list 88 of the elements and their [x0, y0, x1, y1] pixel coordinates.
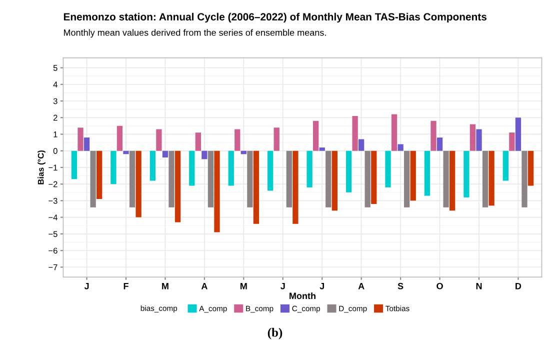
bar	[136, 150, 142, 218]
y-tick-label: −6	[48, 248, 58, 254]
chart-title: Enemonzo station: Annual Cycle (2006–2022) of Monthly Mean TAS-Bias Components	[64, 12, 486, 23]
x-tick-label: F	[124, 282, 128, 290]
bar	[247, 150, 253, 208]
bar	[371, 150, 377, 204]
bar	[391, 114, 398, 151]
y-axis-title: Bias (°C)	[38, 150, 46, 184]
text: (b)	[268, 328, 282, 340]
bar	[129, 150, 136, 208]
bar	[71, 150, 78, 180]
bar	[110, 150, 116, 184]
bar	[385, 150, 391, 188]
bar	[274, 128, 280, 151]
bar	[528, 150, 534, 186]
bar	[509, 132, 515, 151]
y-tick-label: 3	[53, 98, 58, 104]
bar	[364, 150, 370, 208]
bar	[332, 150, 338, 211]
x-tick-label: O	[436, 282, 443, 290]
x-tick-label: A	[358, 282, 364, 290]
bar	[253, 150, 260, 224]
bar	[482, 150, 488, 208]
bar	[352, 116, 358, 151]
bar	[358, 139, 364, 151]
bar	[234, 129, 240, 151]
bar	[443, 150, 449, 208]
x-tick-label: M	[240, 282, 247, 290]
y-tick-label: 5	[53, 65, 58, 71]
bar	[488, 150, 494, 206]
x-tick-label: J	[320, 282, 324, 290]
bar	[306, 150, 312, 188]
x-tick-label: A	[201, 282, 208, 290]
y-tick-label: −4	[48, 214, 58, 220]
bar	[313, 120, 319, 151]
y-tick-label: 4	[53, 82, 58, 88]
bar	[404, 150, 410, 208]
bar	[502, 150, 508, 181]
bar	[162, 150, 168, 158]
y-tick-label: −5	[48, 231, 58, 238]
x-tick-label: J	[84, 282, 89, 290]
bar	[268, 150, 274, 191]
bar	[96, 150, 102, 200]
bar	[228, 150, 234, 186]
y-tick-label: −2	[48, 181, 58, 188]
bar	[326, 150, 332, 208]
bar	[436, 138, 443, 151]
bar	[78, 128, 84, 151]
y-tick-label: 0	[53, 148, 58, 154]
bar	[208, 150, 214, 208]
bar	[398, 144, 404, 151]
bar	[286, 150, 292, 208]
bar	[515, 118, 522, 151]
chart-subtitle: Monthly mean values derived from the series of ensemble means.	[64, 29, 326, 38]
y-tick-label: −1	[48, 164, 58, 170]
bar	[202, 150, 208, 160]
bar	[116, 126, 123, 151]
y-tick-label: 2	[53, 114, 58, 121]
bar	[90, 150, 96, 208]
y-tick-label: 1	[54, 132, 58, 138]
x-tick-label: J	[280, 282, 285, 290]
bar	[522, 150, 528, 208]
bar	[470, 124, 476, 151]
x-axis-title: Month	[290, 292, 316, 300]
x-tick-label: D	[516, 282, 522, 290]
bar	[150, 150, 156, 181]
bar	[424, 150, 430, 196]
bar	[476, 129, 482, 151]
x-tick-label: M	[162, 282, 168, 290]
y-tick-label: −3	[48, 198, 58, 204]
bar	[292, 150, 298, 224]
bar	[84, 138, 90, 151]
bar	[346, 150, 352, 192]
bar	[450, 150, 456, 211]
bar	[156, 129, 162, 151]
bar	[214, 150, 220, 232]
y-tick-label: −7	[48, 264, 58, 270]
bar	[174, 150, 181, 222]
bar	[319, 148, 325, 151]
bar	[464, 150, 470, 198]
bar	[195, 132, 201, 151]
bar	[168, 150, 174, 208]
bar	[123, 150, 129, 154]
bar	[410, 150, 416, 201]
x-tick-label: N	[476, 282, 482, 290]
bar	[430, 120, 436, 151]
x-tick-label: S	[398, 282, 404, 290]
bar	[189, 150, 195, 186]
